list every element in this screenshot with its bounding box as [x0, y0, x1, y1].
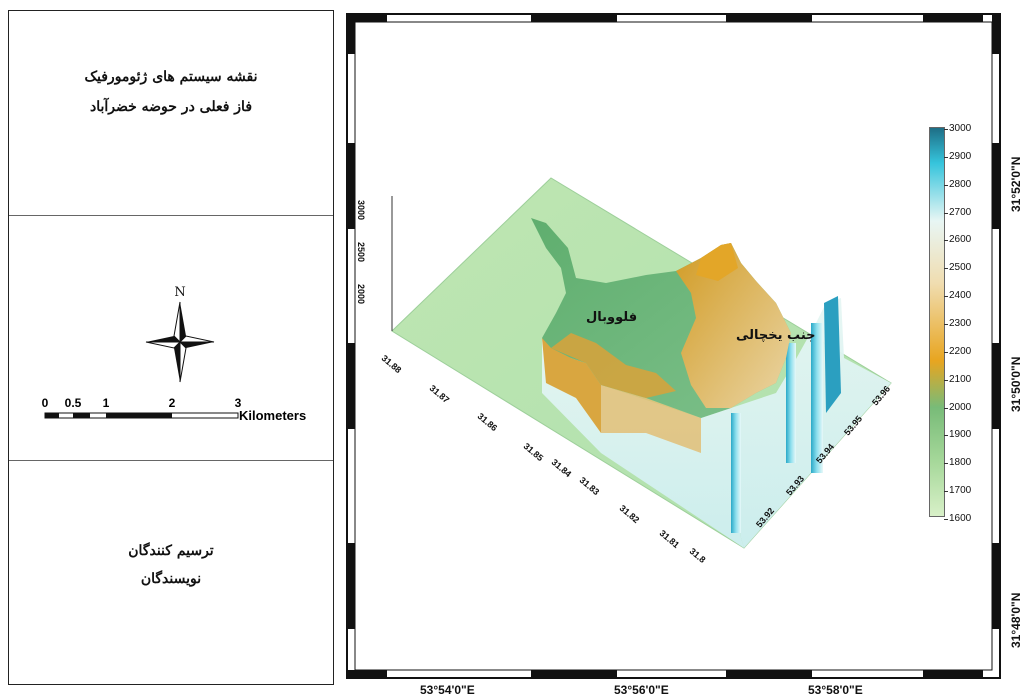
- cb-tick: 2900: [943, 150, 972, 162]
- cb-tick: 2800: [943, 178, 972, 190]
- scale-bar: 0 0.5 1 2 3 Kilometers: [39, 396, 329, 436]
- longitude-label-53-54: 53°54'0"E: [420, 683, 475, 697]
- cb-tick: 1900: [943, 429, 972, 441]
- scale-tick-3: 3: [235, 396, 242, 410]
- latitude-label-31-48: 31°48'0"N: [1009, 592, 1023, 648]
- scale-tick-0: 0: [42, 396, 49, 410]
- cb-tick: 2700: [943, 206, 972, 218]
- map-frame: 3000 2500 2000 31.88 31.87 31.86 31.85 3…: [346, 13, 1001, 679]
- longitude-label-53-56: 53°56'0"E: [614, 683, 669, 697]
- credits-box: ترسیم کنندگان نویسندگان: [9, 461, 333, 684]
- cb-tick: 2200: [943, 345, 972, 357]
- title-box: نقشه سیستم های ژئومورفیک فاز فعلی در حوض…: [9, 11, 333, 216]
- north-label: N: [174, 285, 185, 300]
- cb-tick: 2500: [943, 262, 972, 274]
- frame-ticks: [347, 14, 1000, 678]
- cb-tick: 2000: [943, 401, 972, 413]
- cb-tick: 2400: [943, 290, 972, 302]
- cb-tick: 2100: [943, 373, 972, 385]
- map-legend-panel: نقشه سیستم های ژئومورفیک فاز فعلی در حوض…: [8, 10, 334, 685]
- map-title-line-1: نقشه سیستم های ژئومورفیک: [84, 69, 258, 85]
- cb-tick: 1700: [943, 485, 972, 497]
- north-arrow-icon: N: [145, 285, 215, 383]
- scale-tick-1: 1: [103, 396, 110, 410]
- elev-tick-2500: 2500: [356, 242, 366, 263]
- cb-tick: 2600: [943, 234, 972, 246]
- longitude-label-53-58: 53°58'0"E: [808, 683, 863, 697]
- latitude-label-31-52: 31°52'0"N: [1009, 156, 1023, 212]
- credit-line-2: نویسندگان: [140, 571, 202, 587]
- scale-unit-label: Kilometers: [239, 408, 306, 423]
- scale-tick-2: 2: [169, 396, 176, 410]
- latitude-label-31-50: 31°50'0"N: [1009, 356, 1023, 412]
- elev-tick-3000: 3000: [356, 200, 366, 221]
- scale-tick-0-5: 0.5: [65, 396, 82, 410]
- map-title-line-2: فاز فعلی در حوضه خضرآباد: [89, 99, 253, 115]
- place-label-periglacial: جنب یخچالی: [736, 328, 816, 343]
- terrain-3d-view: [346, 13, 1001, 679]
- cb-tick: 1800: [943, 457, 972, 469]
- place-label-fluvial: فلووبال: [586, 310, 638, 325]
- north-and-scale-box: N 0 0.5 1 2 3: [9, 216, 333, 461]
- cb-tick: 2300: [943, 318, 972, 329]
- credit-line-1: ترسیم کنندگان: [128, 543, 214, 559]
- elev-tick-2000: 2000: [356, 284, 366, 305]
- cb-tick: 3000: [943, 123, 972, 134]
- cb-tick: 1600: [943, 513, 972, 524]
- elevation-colorbar: [929, 127, 945, 517]
